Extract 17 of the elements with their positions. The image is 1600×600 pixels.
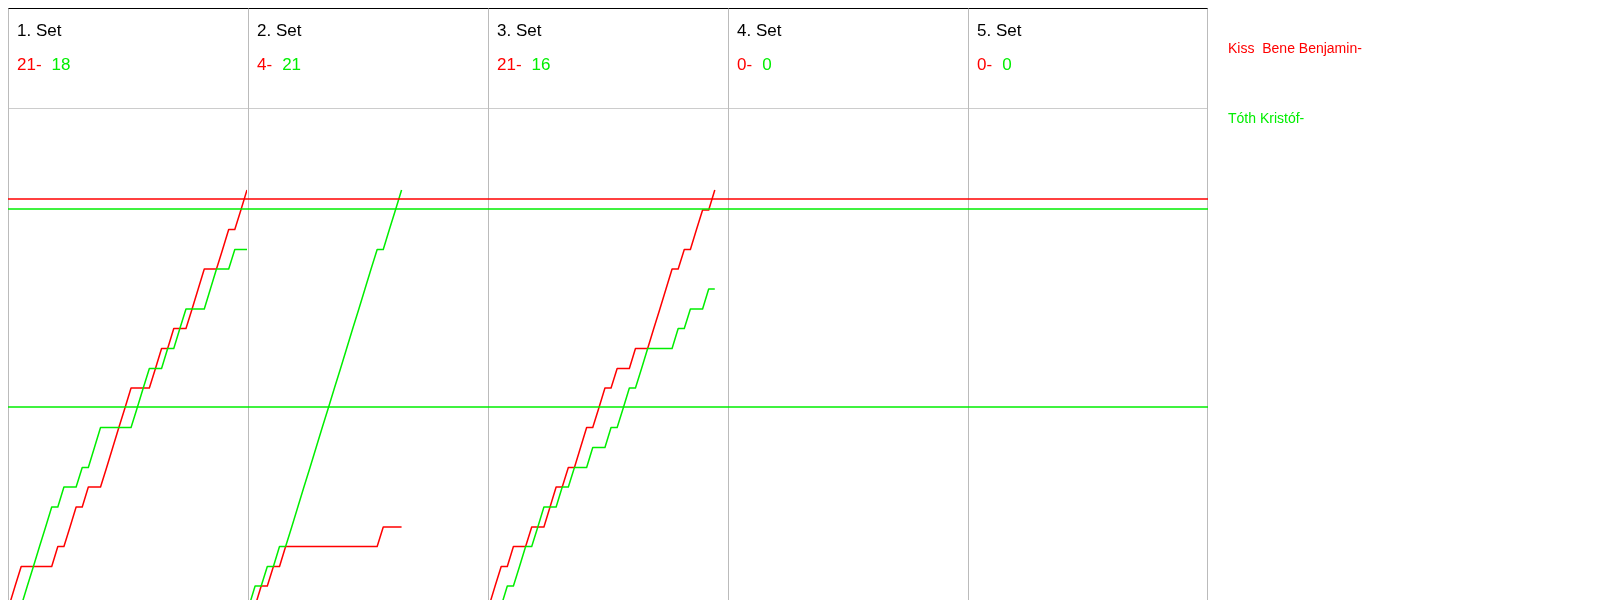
text: 5. Set <box>977 20 1023 41</box>
text: 21- <box>497 55 522 74</box>
text: 0- <box>737 55 753 74</box>
text: 4. Set <box>737 20 783 41</box>
text: Tóth Kristóf- <box>1228 110 1306 128</box>
text: 4- <box>257 55 273 74</box>
text: 18 <box>51 55 71 74</box>
text: 0- <box>977 55 993 74</box>
text: 21 <box>282 55 302 74</box>
chart-title: 2. Set <box>257 20 303 41</box>
text: 16 <box>531 55 551 74</box>
text: 21- <box>17 55 42 74</box>
chart-title: 3. Set <box>497 20 543 41</box>
text: 0 <box>762 55 772 74</box>
chart-title: 1. Set <box>17 20 63 41</box>
text: Kiss Bene Benjamin- <box>1228 40 1363 58</box>
text: 0 <box>1002 55 1012 74</box>
